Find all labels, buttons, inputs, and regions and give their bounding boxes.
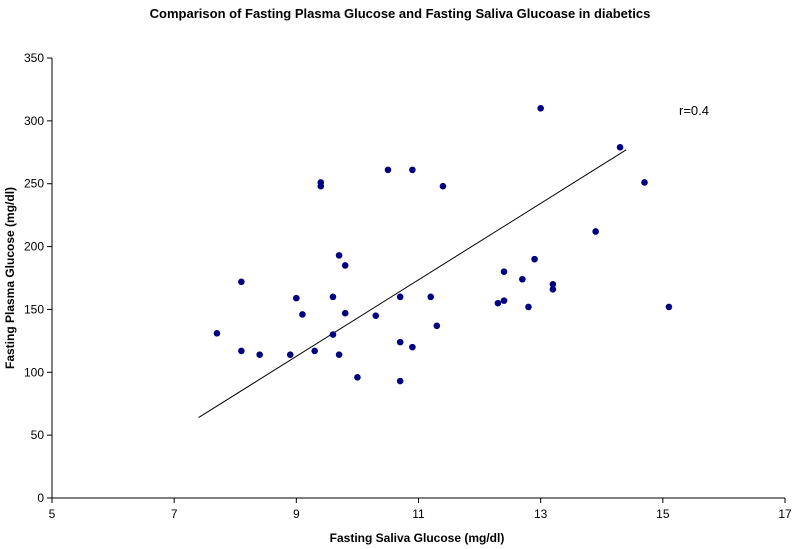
x-tick-label: 17 bbox=[778, 507, 792, 521]
data-point bbox=[354, 374, 361, 381]
data-point bbox=[299, 311, 306, 318]
data-point bbox=[494, 299, 502, 307]
x-tick-label: 9 bbox=[293, 507, 300, 521]
data-point bbox=[329, 331, 337, 338]
data-point bbox=[286, 351, 294, 358]
data-point bbox=[317, 182, 325, 190]
data-point bbox=[549, 280, 557, 288]
data-point bbox=[335, 351, 343, 358]
data-point bbox=[500, 268, 508, 276]
x-axis-ticks: 5 7 9 11 13 15 17 bbox=[49, 498, 792, 521]
data-point bbox=[293, 294, 300, 302]
y-tick-label: 200 bbox=[24, 240, 44, 254]
data-point bbox=[592, 228, 599, 235]
data-point bbox=[537, 104, 544, 112]
y-axis-label: Fasting Plasma Glucose (mg/dl) bbox=[3, 187, 17, 369]
data-point bbox=[341, 262, 349, 269]
data-point bbox=[433, 322, 441, 330]
chart-title: Comparison of Fasting Plasma Glucose and… bbox=[149, 6, 651, 21]
y-tick-label: 150 bbox=[24, 302, 44, 316]
x-tick-label: 11 bbox=[412, 507, 425, 521]
data-point bbox=[329, 293, 337, 301]
data-point bbox=[238, 278, 245, 286]
y-tick-label: 250 bbox=[24, 177, 44, 191]
y-tick-label: 50 bbox=[31, 428, 45, 442]
x-axis-label: Fasting Saliva Glucose (mg/dl) bbox=[330, 531, 505, 545]
correlation-annotation: r=0.4 bbox=[679, 103, 709, 118]
data-points bbox=[213, 104, 673, 385]
y-tick-label: 300 bbox=[24, 114, 44, 128]
data-point bbox=[372, 312, 380, 320]
data-point bbox=[341, 309, 349, 317]
data-point bbox=[384, 166, 392, 174]
data-point bbox=[439, 182, 447, 190]
data-point bbox=[213, 330, 221, 337]
data-point bbox=[396, 377, 404, 385]
y-tick-label: 350 bbox=[24, 51, 44, 65]
data-point bbox=[238, 347, 245, 355]
data-point bbox=[409, 343, 416, 351]
data-point bbox=[525, 303, 532, 311]
data-point bbox=[616, 143, 624, 151]
trendline bbox=[198, 149, 627, 418]
y-tick-label: 100 bbox=[24, 365, 44, 379]
data-point bbox=[396, 293, 404, 301]
x-tick-label: 15 bbox=[656, 507, 670, 521]
data-point bbox=[549, 286, 557, 293]
data-point bbox=[427, 293, 435, 301]
x-tick-label: 13 bbox=[534, 507, 548, 521]
data-point bbox=[519, 275, 526, 283]
x-tick-label: 5 bbox=[49, 507, 56, 521]
data-point bbox=[256, 351, 263, 358]
y-axis-ticks: 0 50 100 150 200 250 300 350 bbox=[24, 51, 52, 505]
data-point bbox=[335, 252, 343, 259]
trendline-layer bbox=[198, 149, 627, 418]
data-point bbox=[531, 255, 538, 263]
data-point bbox=[665, 303, 673, 311]
x-tick-label: 7 bbox=[171, 507, 178, 521]
data-point bbox=[396, 338, 404, 346]
y-tick-label: 0 bbox=[37, 491, 44, 505]
data-point bbox=[311, 347, 318, 355]
data-point bbox=[500, 297, 508, 304]
data-point bbox=[641, 179, 648, 186]
data-point bbox=[409, 166, 416, 174]
axes bbox=[51, 58, 785, 499]
